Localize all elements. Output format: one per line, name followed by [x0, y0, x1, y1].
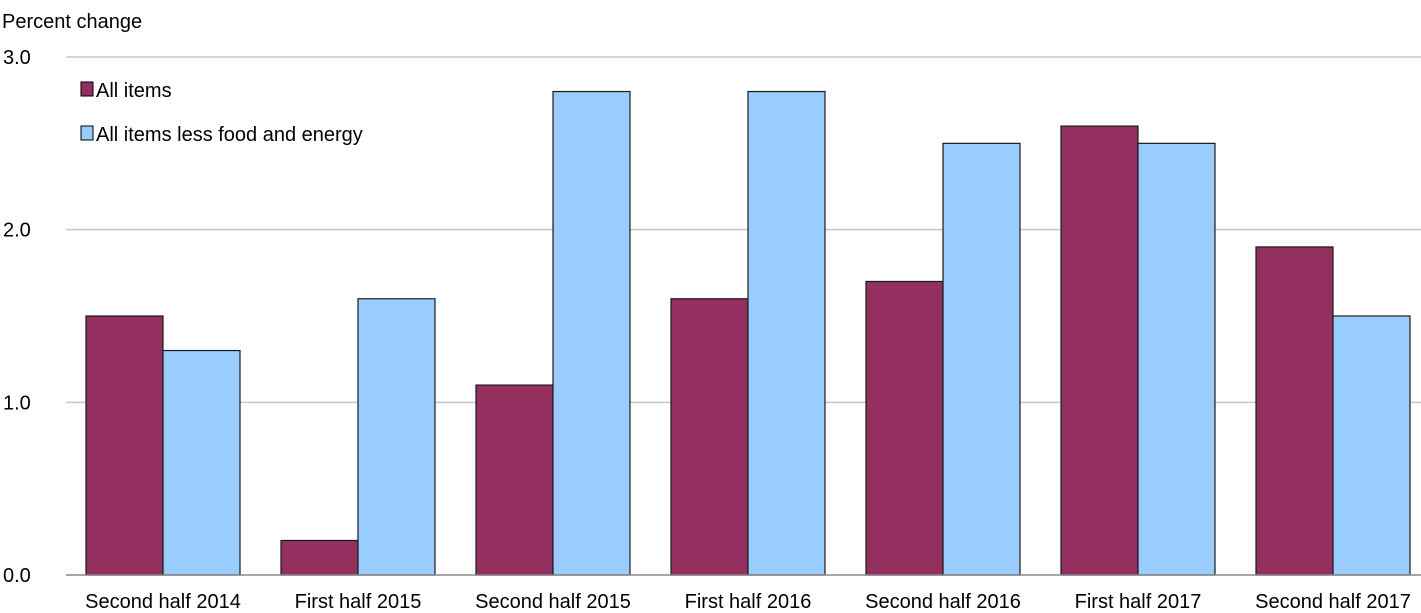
bars	[85, 90, 1411, 576]
x-axis-ticks: Second half 2014 First half 2015 Second ha…	[85, 591, 1411, 613]
bar-all-items-4	[865, 280, 944, 576]
legend-label-core: All items less food and energy	[96, 124, 363, 146]
bar-all-items-2	[475, 384, 554, 576]
bar-core-2	[552, 90, 631, 576]
bar-all-items-0	[85, 315, 164, 576]
legend: All items All items less food and energy	[80, 80, 363, 146]
x-tick-label: First half 2017	[1075, 591, 1202, 613]
y-tick-label: 2.0	[3, 220, 31, 242]
legend-swatch-all-items	[80, 81, 94, 97]
bar-core-4	[942, 142, 1021, 576]
x-tick-label: Second half 2015	[475, 591, 631, 613]
bar-core-3	[747, 90, 826, 576]
y-axis-title: Percent change	[2, 11, 142, 33]
legend-swatch-core	[80, 125, 94, 141]
bar-all-items-1	[280, 539, 359, 576]
y-tick-label: 0.0	[3, 565, 31, 587]
x-tick-label: First half 2016	[685, 591, 812, 613]
bar-core-0	[162, 349, 241, 576]
bar-all-items-6	[1255, 246, 1334, 576]
bar-all-items-5	[1060, 125, 1139, 576]
x-tick-label: Second half 2017	[1255, 591, 1411, 613]
y-axis-ticks: 0.0 1.0 2.0 3.0	[3, 47, 31, 587]
x-tick-label: Second half 2016	[865, 591, 1021, 613]
x-tick-label: First half 2015	[295, 591, 422, 613]
y-tick-label: 1.0	[3, 392, 31, 414]
legend-label-all-items: All items	[96, 80, 172, 102]
bar-all-items-3	[670, 298, 749, 576]
bar-core-6	[1332, 315, 1411, 576]
x-tick-label: Second half 2014	[85, 591, 241, 613]
bar-core-1	[357, 298, 436, 576]
bar-core-5	[1137, 142, 1216, 576]
y-tick-label: 3.0	[3, 47, 31, 69]
